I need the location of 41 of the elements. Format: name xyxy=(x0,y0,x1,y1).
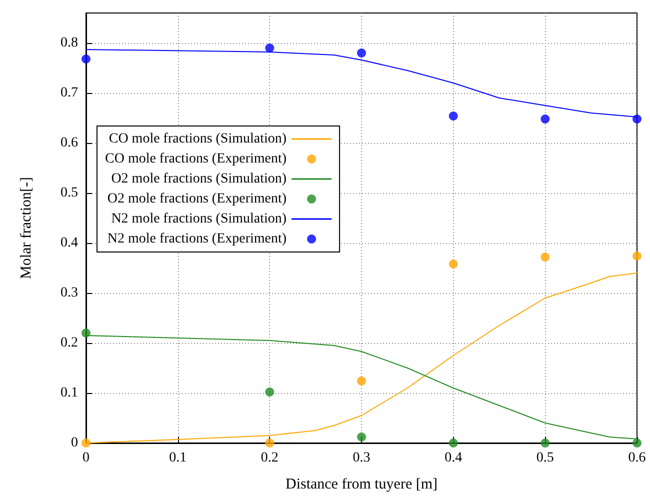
x-tick-label: 0 xyxy=(82,450,90,466)
y-axis-title: Molar fraction[-] xyxy=(18,176,34,280)
point xyxy=(265,44,274,52)
x-tick-label: 0.4 xyxy=(444,450,462,466)
point xyxy=(265,388,274,396)
point xyxy=(265,438,274,448)
legend-label: O2 mole fractions (Experiment) xyxy=(107,192,287,206)
point xyxy=(357,48,366,58)
x-tick-label: 0.5 xyxy=(536,450,554,466)
point xyxy=(448,438,458,448)
x-tick-label: 0.3 xyxy=(352,450,370,466)
x-tick-label: 0.1 xyxy=(169,450,187,466)
point xyxy=(540,252,550,262)
y-tick-label: 0.4 xyxy=(60,236,78,250)
point xyxy=(448,112,458,120)
legend-label: CO mole fractions (Simulation) xyxy=(108,132,287,146)
legend-label: CO mole fractions (Experiment) xyxy=(104,152,287,166)
point xyxy=(540,438,550,448)
y-tick-label: 0.6 xyxy=(60,136,78,150)
point xyxy=(82,438,90,448)
y-tick-label: 0.8 xyxy=(60,36,78,50)
y-tick-label: 0.2 xyxy=(60,336,78,350)
point xyxy=(82,54,90,64)
x-tick-label: 0.2 xyxy=(260,450,278,466)
legend-label: O2 mole fractions (Simulation) xyxy=(111,172,287,186)
x-axis-title: Distance from tuyere [m] xyxy=(285,476,438,492)
point xyxy=(357,376,366,386)
point xyxy=(357,432,366,442)
x-tick-label: 0.6 xyxy=(628,450,646,466)
y-tick-label: 0.3 xyxy=(60,286,78,300)
legend-label: N2 mole fractions (Experiment) xyxy=(107,232,287,246)
y-tick-label: 0.7 xyxy=(60,86,78,100)
point xyxy=(448,260,458,268)
point xyxy=(632,114,642,124)
point xyxy=(540,114,550,124)
y-tick-label: 0 xyxy=(71,436,78,450)
point xyxy=(632,252,642,260)
point xyxy=(82,328,90,338)
y-tick-label: 0.1 xyxy=(60,386,78,400)
y-tick-label: 0.5 xyxy=(60,186,78,200)
legend-label: N2 mole fractions (Simulation) xyxy=(111,212,287,226)
